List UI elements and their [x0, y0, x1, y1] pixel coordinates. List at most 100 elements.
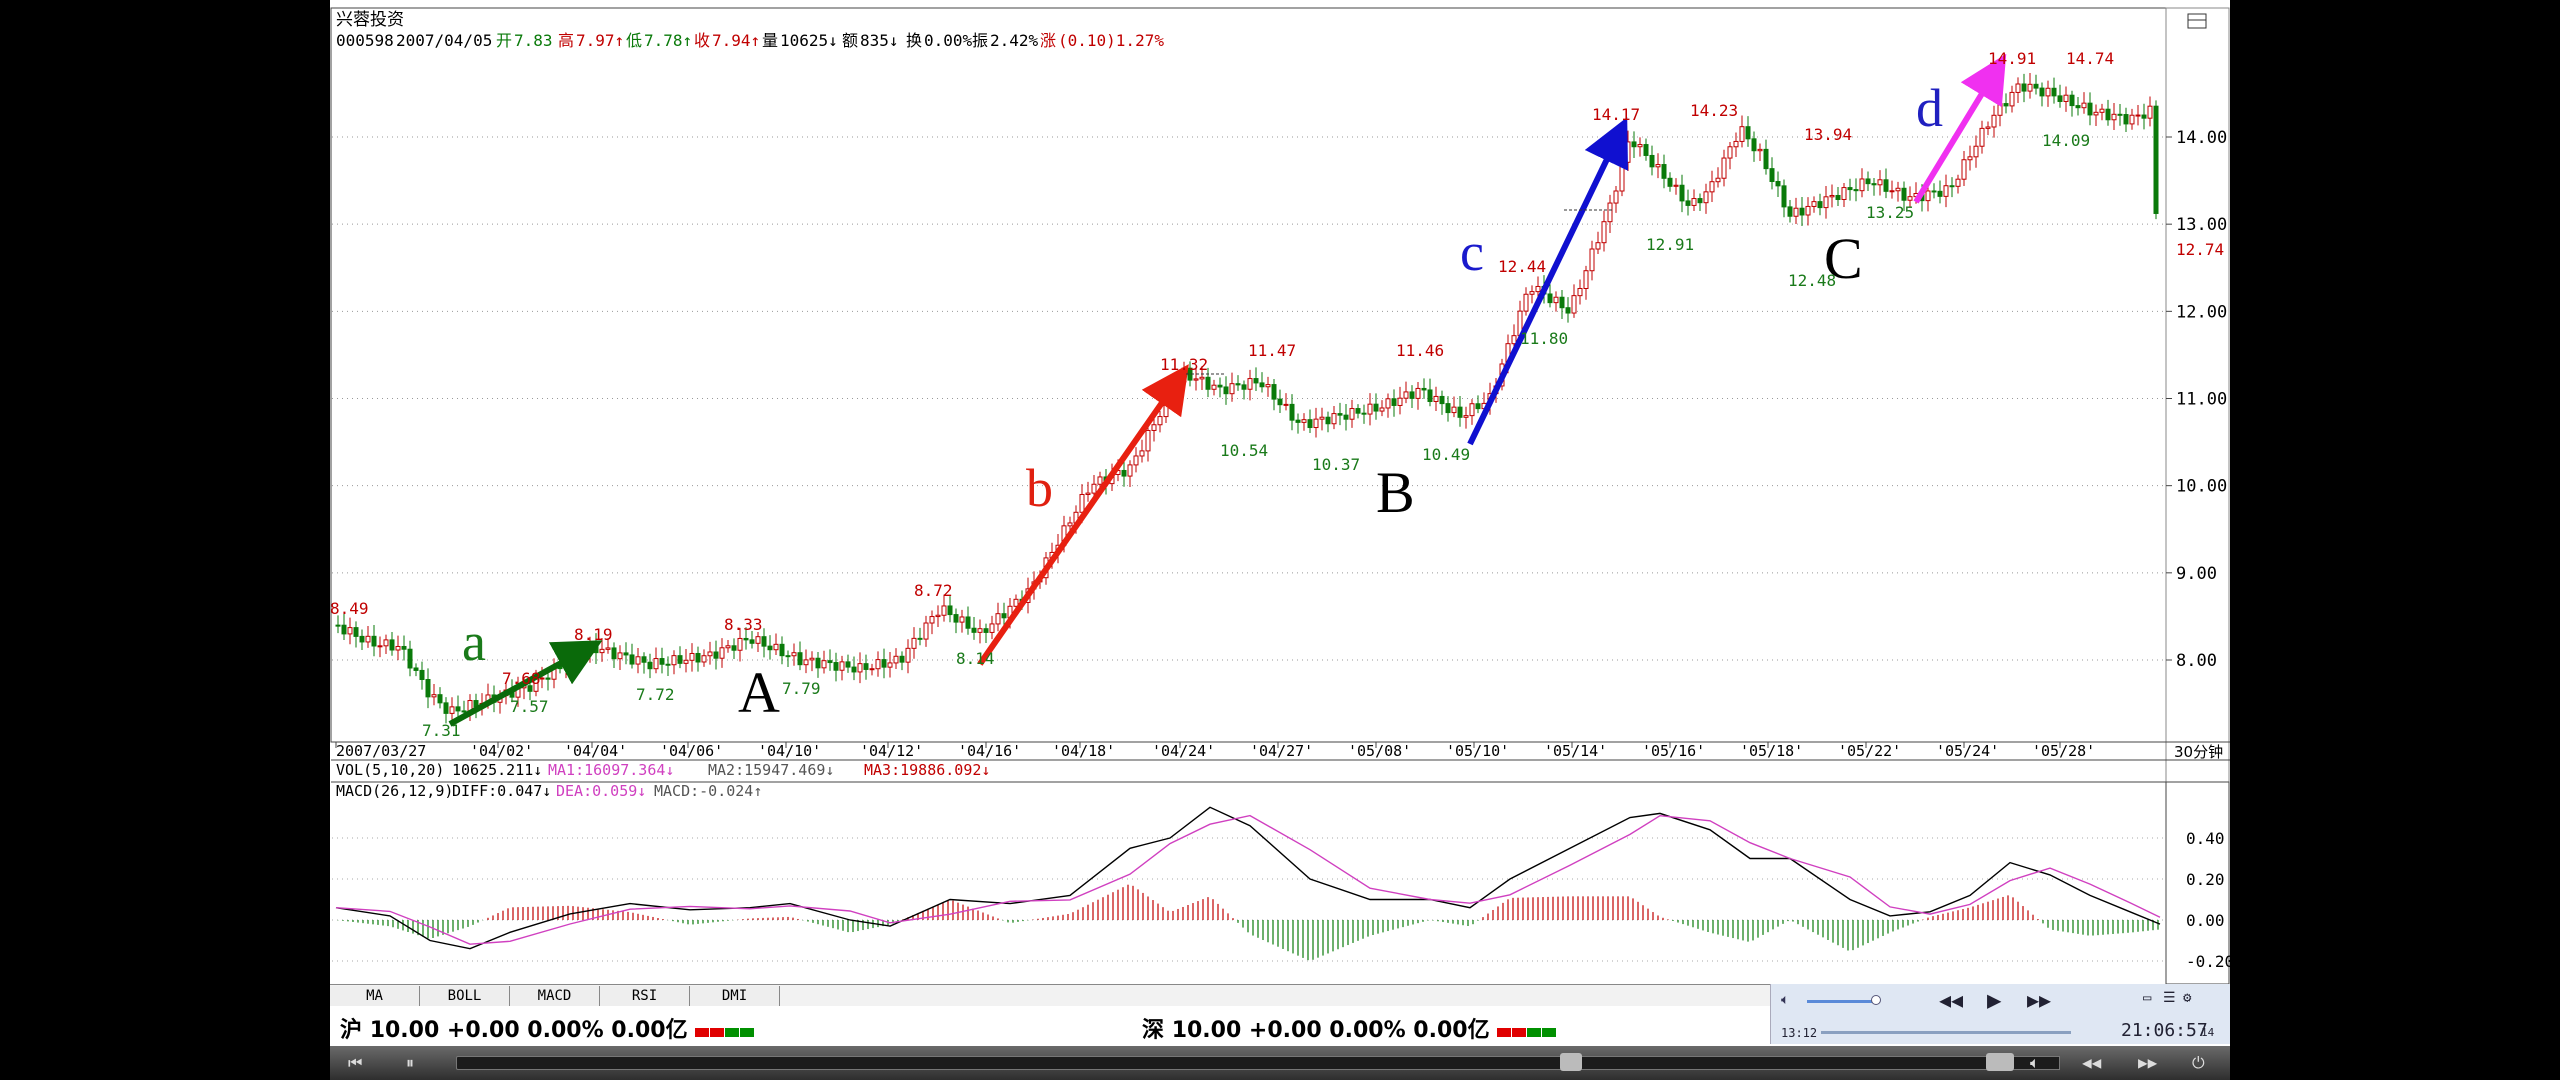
candle-body — [1745, 126, 1751, 140]
volume-slider[interactable] — [1807, 1000, 1877, 1003]
candle-body — [1823, 196, 1829, 209]
candle-body — [767, 645, 773, 651]
date-tick-label: '04/02' — [470, 742, 533, 760]
skip-back-icon[interactable]: ◀◀ — [2082, 1053, 2102, 1072]
candle-body — [449, 706, 455, 714]
price-annotation: 11.32 — [1160, 355, 1208, 374]
candle-body — [1949, 185, 1955, 188]
candle-body — [1817, 201, 1823, 209]
candle-body — [917, 637, 923, 640]
candle-body — [1529, 291, 1535, 295]
candle-body — [1829, 194, 1835, 198]
candle-body — [1433, 395, 1439, 402]
candle-body — [1715, 177, 1721, 183]
power-icon[interactable]: ⏻ — [2192, 1053, 2205, 1072]
sz-index-name: 深 — [1142, 1018, 1165, 1043]
seek-handle[interactable] — [1560, 1053, 1582, 1071]
candle-body — [1889, 190, 1895, 193]
candle-body — [923, 622, 929, 640]
candle-body — [335, 624, 341, 627]
candle-body — [983, 628, 989, 633]
candle-body — [665, 663, 671, 666]
fast-forward-icon[interactable]: ▶▶ — [2027, 988, 2052, 1012]
window-icon[interactable]: ▭ — [2143, 990, 2152, 1006]
date-tick-label: '05/22' — [1838, 742, 1901, 760]
candle-body — [905, 647, 911, 663]
volume-handle[interactable] — [1986, 1053, 2014, 1071]
tab-ma[interactable]: MA — [330, 986, 420, 1006]
price-annotation: 11.47 — [1248, 341, 1296, 360]
candle-body — [797, 652, 803, 666]
candle-body — [1625, 141, 1631, 163]
chart-canvas: 兴蓉投资 000598 2007/04/05 开 7.83 高 7.97↑ 低 … — [330, 7, 2230, 985]
candle-body — [935, 614, 941, 618]
rewind-icon[interactable]: ◀◀ — [1939, 988, 1964, 1012]
macd-histogram — [337, 884, 2159, 961]
candle-body — [827, 660, 833, 664]
candle-body — [1157, 416, 1163, 426]
playback-progress-bar[interactable] — [1821, 1031, 2071, 1034]
window-restore-icon[interactable] — [2187, 13, 2207, 29]
gear-icon[interactable]: ⚙ — [2183, 990, 2192, 1006]
tab-macd[interactable]: MACD — [510, 986, 600, 1006]
list-icon[interactable]: ☰ — [2163, 990, 2176, 1006]
candle-body — [1859, 178, 1865, 192]
candle-body — [1259, 382, 1265, 388]
candle-body — [959, 616, 965, 623]
candle-body — [2123, 114, 2129, 125]
candle-body — [647, 661, 653, 670]
candle-body — [1361, 412, 1367, 415]
candle-body — [1295, 419, 1301, 423]
seek-bar[interactable] — [456, 1056, 1992, 1070]
amplitude-value: 2.42% — [990, 31, 1039, 50]
candle-body — [1127, 464, 1133, 477]
point-label: A — [738, 660, 780, 725]
price-annotation: 11.80 — [1520, 329, 1568, 348]
candle-body — [1985, 126, 1991, 129]
candle-body — [1685, 200, 1691, 206]
candle-body — [683, 659, 689, 664]
sh-index: 沪 10.00 +0.00 0.00% 0.00亿 — [340, 1012, 755, 1044]
candle-body — [1973, 145, 1979, 158]
candle-body — [2009, 91, 2015, 107]
speaker-icon[interactable]: 🔈︎ — [2030, 1053, 2040, 1072]
candle-body — [1865, 178, 1871, 185]
price-annotation: 7.68 — [502, 669, 541, 688]
candle-body — [1097, 476, 1103, 485]
volume-icon[interactable]: 🔈︎ — [1781, 992, 1790, 1008]
wave-label: a — [462, 612, 486, 672]
candle-body — [839, 661, 845, 671]
candle-body — [1085, 492, 1091, 495]
price-tick-label: 14.00 — [2176, 128, 2227, 148]
prev-frame-icon[interactable]: ⏮ — [348, 1053, 363, 1072]
tab-boll[interactable]: BOLL — [420, 986, 510, 1006]
pause-icon[interactable]: ⏸ — [406, 1053, 415, 1072]
indicator-tab-bar: MA BOLL MACD RSI DMI — [330, 984, 2230, 1006]
play-icon[interactable]: ▶ — [1987, 986, 2002, 1014]
candle-body — [1301, 419, 1307, 423]
candle-body — [617, 652, 623, 660]
tab-dmi[interactable]: DMI — [690, 986, 780, 1006]
wave-a-arrow — [448, 640, 603, 727]
skip-forward-icon[interactable]: ▶▶ — [2138, 1053, 2158, 1072]
candle-body — [635, 656, 641, 665]
turnover-value: 0.00% — [924, 31, 973, 50]
tab-rsi[interactable]: RSI — [600, 986, 690, 1006]
candle-body — [809, 657, 815, 661]
macd-tick-label: 0.40 — [2186, 829, 2225, 848]
candle-body — [1337, 413, 1343, 416]
candle-body — [1871, 183, 1877, 186]
candle-body — [2039, 87, 2045, 97]
price-annotation: 7.79 — [782, 679, 821, 698]
candle-body — [1847, 187, 1853, 191]
period-label[interactable]: 30分钟 — [2174, 743, 2223, 761]
candle-body — [2087, 102, 2093, 116]
volume-slider-knob[interactable] — [1871, 995, 1881, 1005]
candle-body — [1247, 378, 1253, 390]
candle-body — [1343, 414, 1349, 420]
candle-body — [365, 635, 371, 643]
candle-body — [1793, 207, 1799, 217]
candle-body — [605, 647, 611, 650]
candle-body — [2051, 87, 2057, 97]
candle-body — [1901, 187, 1907, 201]
